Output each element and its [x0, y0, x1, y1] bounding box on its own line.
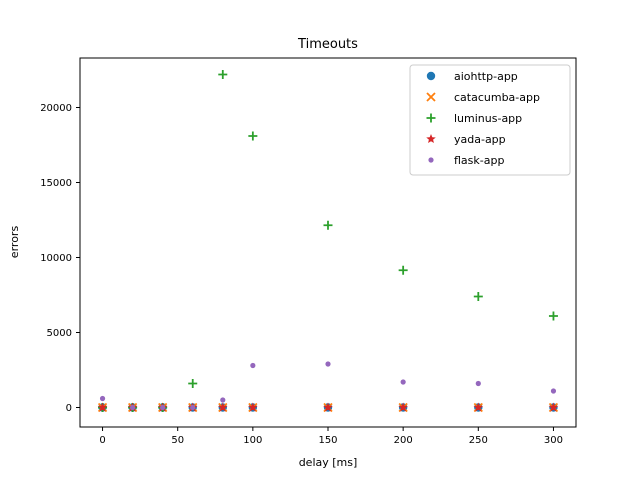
y-axis-label: errors: [8, 226, 21, 259]
y-tick-label: 10000: [40, 253, 72, 264]
legend-entry: aiohttp-app: [454, 70, 518, 83]
legend-entry: catacumba-app: [454, 91, 540, 104]
data-point: [99, 395, 106, 402]
legend-marker: [426, 113, 436, 123]
x-axis-label: delay [ms]: [299, 456, 358, 469]
x-tick-label: 250: [469, 435, 488, 446]
data-point: [248, 131, 258, 141]
legend-marker: [426, 71, 436, 81]
data-point: [473, 292, 483, 301]
data-point: [190, 404, 196, 411]
x-tick-label: 50: [171, 435, 184, 446]
y-tick-label: 5000: [47, 328, 72, 339]
data-point: [548, 311, 558, 321]
x-tick-label: 0: [99, 435, 105, 446]
y-tick-label: 15000: [40, 178, 72, 189]
legend-box: [409, 64, 571, 176]
chart-title: Timeouts: [297, 37, 358, 52]
data-point: [218, 70, 228, 79]
data-point: [398, 265, 408, 275]
data-point: [323, 402, 333, 412]
axis-ticks: 0 50 100 150 200 250 300 0 5000 10000 15000 20000: [40, 103, 563, 446]
legend: aiohttp-app catacumba-app luminus-app yada-…: [409, 64, 571, 176]
data-point: [325, 361, 331, 367]
data-point: [248, 402, 258, 412]
plot-frame: [79, 57, 577, 428]
legend-marker: [426, 92, 436, 102]
data-point: [323, 220, 333, 230]
data-point: [398, 402, 408, 412]
legend-entry: flask-app: [454, 154, 504, 167]
legend-entry: luminus-app: [454, 112, 522, 125]
data-point: [130, 404, 136, 411]
data-point: [188, 379, 198, 388]
data-point: [400, 379, 406, 385]
data-points: [97, 70, 559, 413]
x-tick-label: 150: [318, 435, 337, 446]
data-point: [475, 380, 481, 387]
data-point: [220, 397, 226, 403]
data-point: [548, 402, 559, 412]
x-tick-label: 200: [394, 435, 413, 446]
y-tick-label: 20000: [40, 103, 72, 114]
data-point: [218, 402, 228, 412]
legend-marker: [426, 134, 436, 144]
data-point: [160, 404, 166, 411]
data-point: [473, 402, 484, 412]
y-tick-label: 0: [66, 403, 72, 414]
x-tick-label: 100: [243, 435, 262, 446]
data-point: [550, 388, 557, 394]
x-tick-label: 300: [544, 435, 563, 446]
legend-marker: [428, 157, 434, 163]
data-point: [97, 402, 108, 412]
data-point: [250, 362, 256, 369]
legend-entry: yada-app: [454, 133, 506, 146]
